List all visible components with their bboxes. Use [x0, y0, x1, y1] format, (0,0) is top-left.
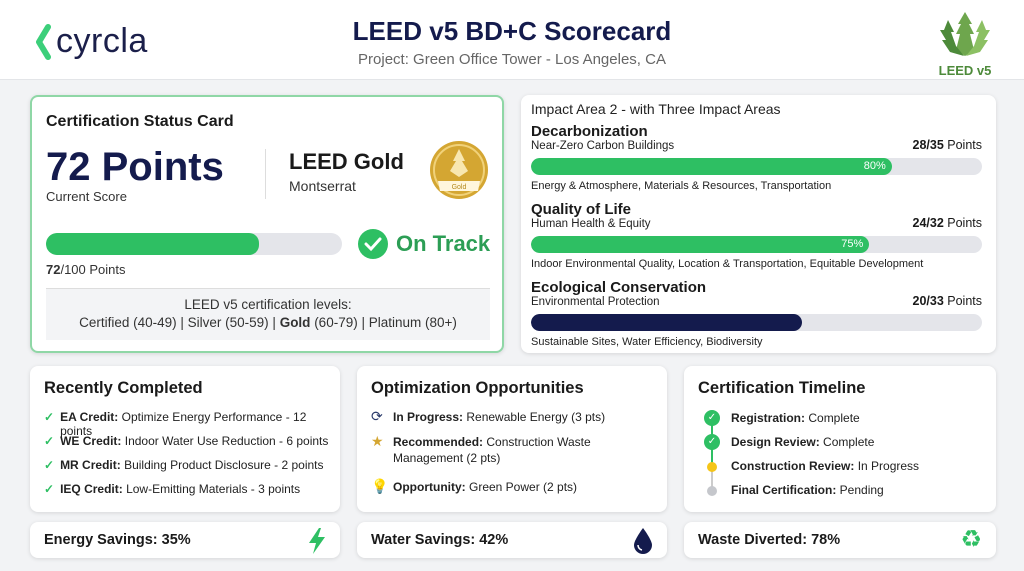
timeline-step: Final Certification: Pending [731, 483, 884, 497]
chevron-logo-icon [36, 23, 51, 60]
impact-area-bar-fill: 80% [531, 158, 892, 175]
lightbulb-icon: 💡 [371, 478, 389, 494]
card-title: Recently Completed [44, 379, 203, 397]
separator: | [268, 315, 280, 330]
page-subtitle: Project: Green Office Tower - Los Angele… [358, 51, 666, 68]
impact-area-bar-fill [531, 314, 802, 331]
checkmark-icon: ✓ [44, 434, 55, 448]
checkmark-icon: ✓ [44, 410, 55, 424]
certification-levels: LEED v5 certification levels: Certified … [46, 288, 490, 340]
impact-area-title: Ecological Conservation [531, 279, 707, 296]
impact-area-bar [531, 314, 982, 331]
impact-area-subtitle: Human Health & Equity [531, 218, 651, 230]
recycle-icon: ♻ [960, 526, 982, 553]
completed-credit-item: ✓ MR Credit: Building Product Disclosure … [44, 458, 324, 472]
completed-credit-item: ✓ WE Credit: Indoor Water Use Reduction -… [44, 434, 329, 448]
checkmark-icon: ✓ [44, 482, 55, 496]
recently-completed-card: Recently Completed ✓ EA Credit: Optimize … [30, 366, 340, 512]
level-subtitle: Montserrat [289, 178, 356, 194]
leed-v5-logo: LEED v5 [930, 10, 1000, 78]
impact-area-points: 20/33 Points [912, 294, 983, 308]
opportunity-item: ★ Recommended: Construction Waste Managem… [371, 433, 591, 465]
separator: | [357, 315, 369, 330]
logo-text: cyrcla [56, 22, 148, 60]
impact-area-subtitle: Near-Zero Carbon Buildings [531, 140, 675, 152]
opportunity-item: ⟳ In Progress: Renewable Energy (3 pts) [371, 408, 606, 424]
refresh-icon: ⟳ [371, 408, 383, 424]
impact-area-points: 28/35 Points [912, 138, 983, 152]
impact-areas-card: Impact Area 2 - with Three Impact Areas … [521, 95, 996, 353]
card-title: Optimization Opportunities [371, 379, 584, 397]
water-savings-card: Water Savings: 42% [357, 522, 667, 558]
timeline-step: Registration: Complete [731, 411, 860, 425]
score-progress-bar [46, 233, 342, 255]
impact-area-subtitle: Environmental Protection [531, 296, 660, 308]
impact-area-points: 24/32 Points [912, 216, 983, 230]
cyrcla-logo: cyrcla [34, 22, 148, 61]
impact-area-title: Decarbonization [531, 123, 648, 140]
header: cyrcla LEED v5 BD+C Scorecard Project: G… [0, 0, 1024, 80]
in-progress-dot-icon [707, 462, 717, 472]
impact-area-bar: 80% [531, 158, 982, 175]
timeline-step: Design Review: Complete [731, 435, 875, 449]
timeline-line [711, 418, 713, 488]
impact-area-bar-fill: 75% [531, 236, 870, 253]
check-circle-icon [358, 229, 388, 259]
impact-area-bar: 75% [531, 236, 982, 253]
card-title: Certification Status Card [46, 113, 234, 130]
energy-savings-label: Energy Savings: 35% [44, 532, 191, 548]
score-progress-fill [46, 233, 260, 255]
leed-v5-label: LEED v5 [938, 63, 992, 78]
certification-status-card: Certification Status Card 72 Points Curr… [30, 95, 504, 353]
energy-savings-card: Energy Savings: 35% [30, 522, 340, 558]
level-item: Silver (50-59) [187, 315, 269, 330]
pending-dot-icon [707, 486, 717, 496]
completed-credit-item: ✓ IEQ Credit: Low-Emitting Materials - 3 … [44, 482, 301, 496]
impact-area-categories: Indoor Environmental Quality, Location &… [531, 258, 924, 270]
level-item: Gold (60-79) [279, 315, 358, 330]
levels-list: Certified (40-49) | Silver (50-59) | Gol… [46, 315, 490, 330]
timeline-step: Construction Review: In Progress [731, 459, 920, 473]
separator: | [176, 315, 188, 330]
impact-area-categories: Energy & Atmosphere, Materials & Resourc… [531, 180, 832, 192]
divider [265, 149, 266, 199]
on-track-status: On Track [358, 229, 490, 259]
page-title: LEED v5 BD+C Scorecard [352, 16, 672, 46]
status-text: On Track [396, 231, 491, 256]
waste-diverted-card: Waste Diverted: 78% ♻ [684, 522, 996, 558]
lightning-icon [309, 528, 325, 554]
check-circle-icon: ✓ [704, 434, 720, 450]
points-value: 72 Points [46, 145, 224, 189]
svg-text:Gold: Gold [452, 184, 467, 191]
points-label: Current Score [46, 189, 127, 204]
levels-title: LEED v5 certification levels: [184, 297, 352, 312]
star-icon: ★ [371, 433, 384, 449]
gold-medal-icon: Gold [428, 139, 490, 206]
checkmark-icon: ✓ [44, 458, 55, 472]
opportunity-item: 💡 Opportunity: Green Power (2 pts) [371, 478, 578, 494]
certification-level: LEED Gold [289, 149, 404, 174]
progress-label: 72/100 Points [46, 262, 126, 277]
impact-area-title: Quality of Life [531, 201, 632, 218]
impact-area-categories: Sustainable Sites, Water Efficiency, Bio… [531, 336, 763, 348]
level-item: Certified (40-49) [79, 315, 177, 330]
card-title: Impact Area 2 - with Three Impact Areas [531, 101, 781, 117]
certification-timeline-card: Certification Timeline ✓ Registration: Co… [684, 366, 996, 512]
card-title: Certification Timeline [698, 379, 866, 397]
leaf-icon [940, 12, 990, 56]
waste-diverted-label: Waste Diverted: 78% [698, 532, 841, 548]
optimization-opportunities-card: Optimization Opportunities ⟳ In Progress:… [357, 366, 667, 512]
water-drop-icon [634, 528, 652, 554]
check-circle-icon: ✓ [704, 410, 720, 426]
water-savings-label: Water Savings: 42% [371, 532, 509, 548]
completed-credit-item: ✓ EA Credit: Optimize Energy Performance … [44, 410, 307, 438]
level-item: Platinum (80+) [368, 315, 457, 330]
